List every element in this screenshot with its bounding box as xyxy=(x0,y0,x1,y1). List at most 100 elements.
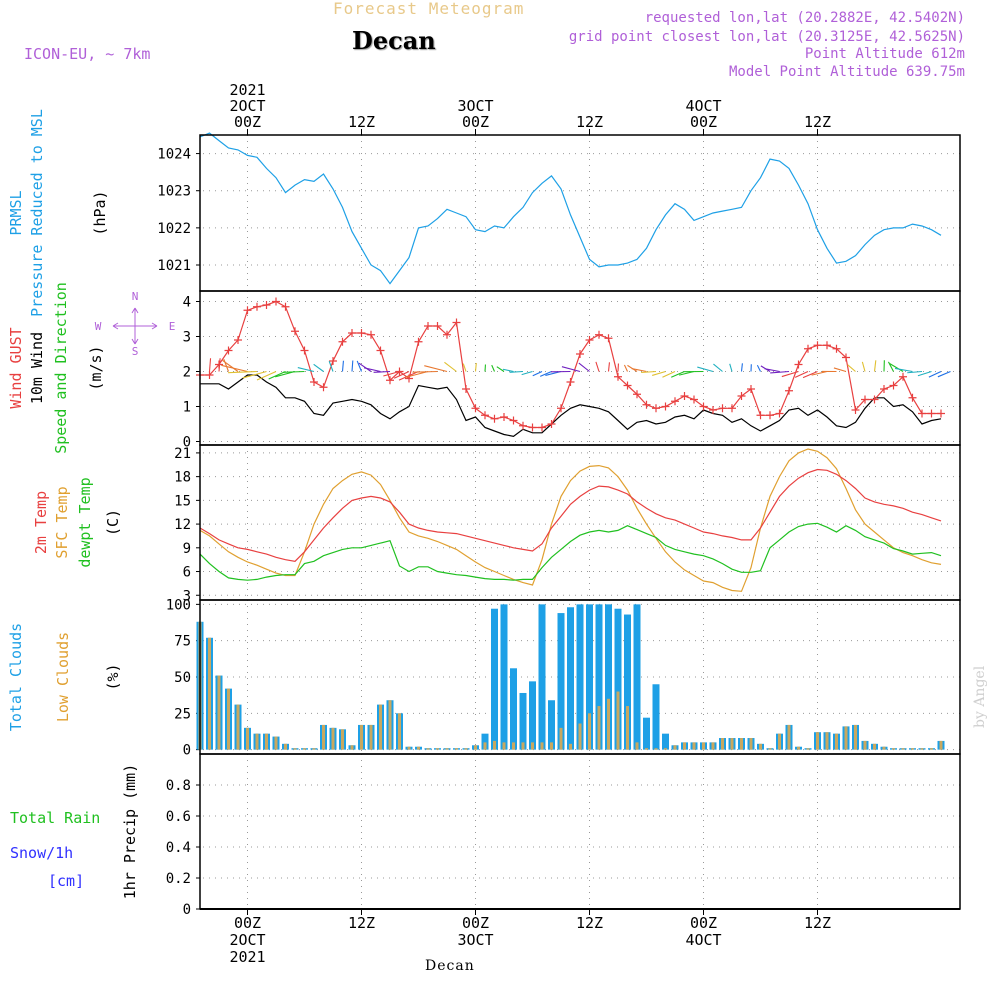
low-cloud-bar xyxy=(417,746,420,750)
total-cloud-bar xyxy=(643,717,650,750)
wind-direction-arrow xyxy=(242,370,267,379)
wind-gust-marker xyxy=(661,402,670,411)
top-time-label: 2OCT xyxy=(229,97,265,115)
low-cloud-bar xyxy=(436,748,439,750)
low-cloud-bar xyxy=(645,748,648,750)
low-cloud-bar xyxy=(816,732,819,750)
low-cloud-bar xyxy=(654,748,658,750)
bottom-time-label: 2021 xyxy=(229,948,265,966)
wind-gust-marker xyxy=(718,404,727,413)
wind-direction-arrow xyxy=(937,370,951,378)
top-time-label: 00Z xyxy=(462,113,489,131)
wind-direction-arrow xyxy=(781,370,799,378)
low-cloud-bar xyxy=(493,740,496,750)
panel-label: Total Clouds xyxy=(7,623,25,731)
low-cloud-bar xyxy=(911,748,914,750)
wind-direction-arrow xyxy=(652,370,666,376)
wind-gust-marker xyxy=(509,416,518,425)
wind-gust-marker xyxy=(462,385,470,393)
wind-gust-marker xyxy=(671,397,679,406)
precip-legend-label: Total Rain xyxy=(10,809,100,827)
top-time-label: 00Z xyxy=(690,113,717,131)
total-cloud-bar xyxy=(529,681,536,750)
wind-direction-arrow xyxy=(539,370,552,377)
wind-gust-marker xyxy=(291,327,299,336)
low-cloud-bar xyxy=(692,742,696,750)
wind-direction-arrow xyxy=(358,362,372,372)
wind-direction-arrow xyxy=(887,361,894,372)
wind-direction-arrow xyxy=(740,363,743,372)
low-cloud-bar xyxy=(217,675,221,750)
temp-2m-line xyxy=(199,468,942,562)
wind-gust-marker xyxy=(737,392,746,400)
wind-direction-arrow xyxy=(928,371,942,378)
top-time-label: 12Z xyxy=(804,113,831,131)
total-cloud-bar xyxy=(510,668,517,750)
total-cloud-bar xyxy=(614,608,622,750)
wind-gust-marker xyxy=(576,350,584,358)
wind-gust-marker xyxy=(899,372,907,381)
wind-gust-marker xyxy=(376,346,385,355)
precip-legend-label: [cm] xyxy=(48,872,84,890)
total-cloud-bar xyxy=(500,604,508,750)
precip-tick-label: 0.4 xyxy=(166,840,191,856)
wind-direction-arrow xyxy=(662,370,676,378)
panel-label: Low Clouds xyxy=(54,632,72,722)
wind-gust-marker xyxy=(756,411,765,420)
wind-gust-marker xyxy=(680,392,689,400)
wind-gust-marker xyxy=(927,409,936,418)
wind-direction-arrow xyxy=(623,364,628,372)
panel-label: 10m Wind xyxy=(28,332,46,404)
total-cloud-bar xyxy=(548,700,555,750)
wind-gust-marker xyxy=(747,385,755,393)
wind-tick-label: 3 xyxy=(183,330,191,346)
wind-gust-marker xyxy=(481,411,489,420)
panel-label: Pressure Reduced to MSL xyxy=(28,109,46,317)
wind-direction-arrow xyxy=(341,360,344,372)
low-cloud-bar xyxy=(303,748,306,750)
wind-direction-arrow xyxy=(641,370,657,374)
wind-gust-marker xyxy=(519,421,527,430)
low-cloud-bar xyxy=(749,738,753,750)
low-cloud-bar xyxy=(284,743,287,750)
compass-w: W xyxy=(95,320,102,333)
total-cloud-bar xyxy=(662,733,669,750)
precip-legend-label: Snow/1h xyxy=(10,844,73,862)
wind-direction-arrow xyxy=(607,362,611,372)
wind-gust-marker xyxy=(234,336,242,344)
wind-gust-marker xyxy=(329,357,337,365)
wind-gust-marker xyxy=(243,306,252,315)
wind-gust-marker xyxy=(604,334,613,343)
wind-gust-marker xyxy=(614,372,622,381)
temp-tick-label: 15 xyxy=(174,493,191,509)
low-cloud-bar xyxy=(512,742,515,750)
low-cloud-bar xyxy=(388,700,392,750)
wind-gust-marker xyxy=(861,395,869,404)
total-cloud-bar xyxy=(576,604,584,750)
low-cloud-bar xyxy=(863,740,867,750)
low-cloud-bar xyxy=(464,748,468,750)
wind-gust-marker xyxy=(918,409,926,418)
low-cloud-bar xyxy=(920,748,924,750)
precip-tick-label: 0.6 xyxy=(166,809,191,825)
low-cloud-bar xyxy=(930,748,933,750)
wind-gust-marker xyxy=(623,381,632,390)
low-cloud-bar xyxy=(350,745,354,750)
wind-direction-arrow xyxy=(383,370,400,377)
wind-gust-marker xyxy=(794,360,803,369)
wind-direction-arrow xyxy=(398,370,419,381)
wind-gust-marker xyxy=(414,337,423,346)
wind-direction-arrow xyxy=(532,370,543,377)
wind-direction-arrow xyxy=(561,366,581,373)
wind-gust-marker xyxy=(471,404,480,413)
wind-gust-marker xyxy=(566,378,575,386)
panel-frame xyxy=(199,134,961,292)
wind-direction-arrow xyxy=(405,370,429,378)
location-title: Decan xyxy=(352,26,436,55)
low-cloud-bar xyxy=(255,733,259,750)
low-cloud-bar xyxy=(901,748,905,750)
low-cloud-bar xyxy=(379,704,382,750)
model-altitude: Model Point Altitude 639.75m xyxy=(728,64,965,80)
low-cloud-bar xyxy=(825,732,829,750)
wind-direction-arrow xyxy=(462,363,467,372)
